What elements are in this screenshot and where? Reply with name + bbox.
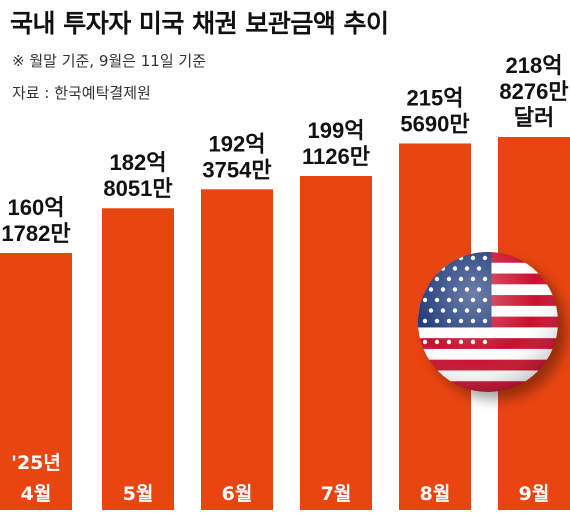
value-label-0: 160억 1782만 — [1, 195, 70, 246]
us-flag-icon — [418, 252, 566, 400]
chart-note: ※ 월말 기준, 9월은 11일 기준 — [12, 52, 207, 70]
chart-source: 자료 : 한국예탁결제원 — [12, 84, 151, 102]
value-label-1: 182억 8051만 — [103, 150, 172, 201]
bar-3 — [300, 175, 372, 510]
bar-0 — [0, 253, 72, 510]
category-label-0: '25년 4월 — [11, 452, 61, 505]
chart-title: 국내 투자자 미국 채권 보관금액 추이 — [10, 9, 389, 38]
bar-1 — [102, 208, 174, 511]
category-label-5: 9월 — [519, 483, 550, 505]
value-label-2: 192억 3754만 — [202, 131, 271, 182]
category-label-3: 7월 — [321, 483, 352, 505]
category-label-1: 5월 — [123, 483, 154, 505]
bar-2 — [201, 189, 273, 511]
value-label-5: 218억 8276만 달러 — [499, 53, 568, 130]
value-label-3: 199억 1126만 — [302, 118, 370, 169]
category-label-2: 6월 — [222, 483, 253, 505]
value-label-4: 215억 5690만 — [400, 85, 469, 136]
category-label-4: 8월 — [420, 483, 451, 505]
